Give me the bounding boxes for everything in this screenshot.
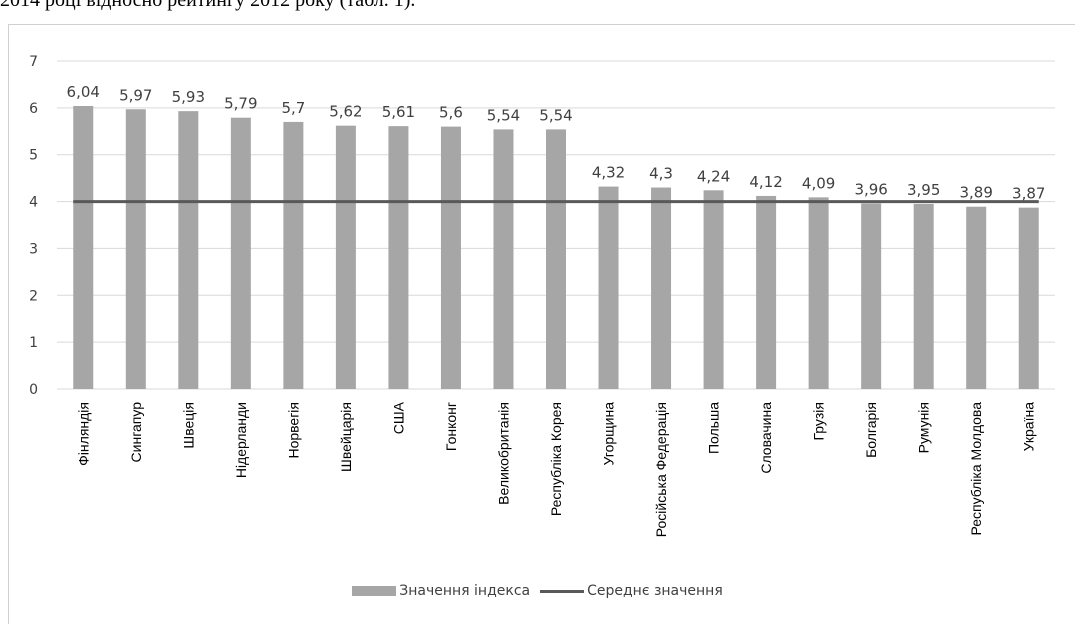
data-label: 5,6	[439, 104, 463, 122]
data-label: 3,89	[960, 184, 993, 202]
bar	[703, 190, 724, 389]
x-tick-label: Грузія	[811, 402, 827, 441]
data-label: 5,93	[172, 88, 205, 106]
bar	[808, 197, 829, 389]
bar	[440, 126, 461, 389]
bar	[178, 111, 199, 389]
y-tick-label: 5	[29, 148, 38, 164]
x-tick-label: Швейцарія	[338, 402, 354, 472]
bar	[493, 129, 514, 389]
x-tick-label: Республіка Корея	[548, 402, 564, 516]
bar	[651, 187, 672, 389]
legend-label-average: Середнє значення	[587, 583, 723, 599]
legend-swatch-line	[540, 589, 585, 593]
y-tick-label: 1	[29, 335, 38, 351]
bar	[1018, 207, 1039, 389]
data-label: 4,3	[649, 165, 673, 183]
data-label: 4,32	[592, 164, 625, 182]
y-tick-label: 2	[29, 288, 38, 304]
x-tick-label: Великобританія	[495, 402, 511, 505]
x-tick-label: Польша	[706, 402, 722, 454]
bar	[335, 125, 356, 390]
x-tick-label: Швеція	[180, 402, 196, 449]
legend-swatch-bar	[352, 586, 397, 596]
data-label: 5,62	[329, 103, 362, 121]
x-tick-label: Румунія	[916, 402, 932, 453]
bar	[73, 105, 94, 390]
bar	[283, 121, 304, 390]
y-tick-label: 6	[29, 101, 38, 117]
data-label: 3,95	[907, 181, 940, 199]
legend-item-average: Середнє значення	[540, 583, 723, 599]
x-tick-label: Фінляндія	[75, 402, 91, 466]
data-label: 5,97	[119, 86, 152, 104]
data-label: 5,79	[224, 95, 257, 113]
data-label: 5,61	[382, 103, 415, 121]
y-tick-label: 7	[29, 54, 38, 70]
data-label: 4,12	[749, 173, 782, 191]
x-tick-label: Гонконг	[443, 402, 459, 451]
y-tick-label: 3	[29, 241, 38, 257]
bar	[966, 206, 987, 389]
data-label: 5,54	[539, 106, 572, 124]
legend-item-index: Значення індекса	[352, 583, 530, 599]
bar	[230, 117, 251, 389]
x-tick-label: США	[390, 401, 406, 434]
x-tick-label: Болгарія	[863, 402, 879, 458]
chart-frame	[8, 24, 1075, 624]
y-tick-label: 0	[29, 382, 38, 398]
x-tick-label: Угорщина	[601, 402, 617, 466]
data-label: 4,09	[802, 174, 835, 192]
legend-label-index: Значення індекса	[399, 583, 531, 599]
x-tick-label: Словачина	[758, 402, 774, 474]
data-label: 6,04	[67, 83, 100, 101]
x-tick-label: Норвегія	[285, 402, 301, 459]
x-tick-label: Сингапур	[128, 402, 144, 463]
data-label: 5,7	[281, 99, 305, 117]
data-label: 3,87	[1012, 185, 1045, 203]
x-tick-label: Республіка Молдова	[968, 402, 984, 536]
bar	[913, 203, 934, 389]
bar	[756, 195, 777, 389]
data-label: 3,96	[854, 180, 887, 198]
x-tick-label: Україна	[1021, 402, 1037, 452]
legend: Значення індекса Середнє значення	[0, 583, 1075, 599]
bar	[125, 109, 146, 390]
y-tick-label: 4	[29, 195, 38, 211]
data-label: 4,24	[697, 167, 730, 185]
bar	[598, 186, 619, 389]
header-text: 2014 році відносно рейтингу 2012 року (т…	[0, 0, 416, 11]
bar	[861, 203, 882, 389]
bar	[546, 129, 566, 389]
bar	[388, 126, 409, 389]
data-label: 5,54	[487, 106, 520, 124]
x-tick-label: Російська Федерація	[653, 402, 669, 537]
x-tick-label: Нідерланди	[233, 402, 249, 478]
